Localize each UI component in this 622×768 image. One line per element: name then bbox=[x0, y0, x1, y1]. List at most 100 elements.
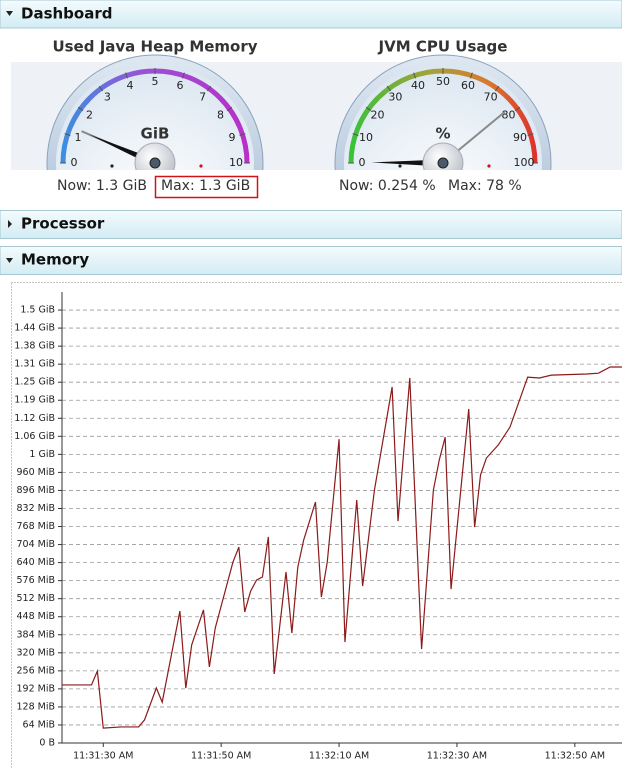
gauge-face bbox=[344, 64, 542, 170]
gauge-tick-label: 20 bbox=[370, 108, 384, 121]
gauges: 0 123 4 5 6 789 10 GiB 0 10 20 30 40 50 60 70 80 90 100% bbox=[46, 54, 552, 170]
gauge-tick bbox=[470, 72, 473, 79]
section-header[interactable]: Processor bbox=[0, 210, 622, 239]
section-header[interactable]: Dashboard bbox=[0, 0, 622, 29]
y-tick-label: 1.19 GiB bbox=[14, 395, 55, 406]
section-header[interactable]: Memory bbox=[0, 246, 622, 275]
gauge-dot bbox=[487, 164, 491, 168]
gauge-tick bbox=[352, 133, 359, 136]
y-tick-label: 1 GiB bbox=[29, 449, 55, 460]
gauge-tick-label: 1 bbox=[74, 131, 81, 144]
y-tick-label: 1.31 GiB bbox=[14, 359, 55, 370]
x-tick-label: 11:31:30 AM bbox=[73, 751, 133, 762]
y-tick-label: 832 MiB bbox=[16, 503, 55, 514]
gauge-tick bbox=[365, 106, 372, 112]
max-value: Max: 1.3 GiB bbox=[161, 178, 250, 194]
highlight-box bbox=[154, 175, 259, 199]
max-value: Max: 78 % bbox=[448, 178, 522, 194]
gauge-tick bbox=[527, 133, 534, 136]
x-tick-label: 11:32:50 AM bbox=[545, 751, 605, 762]
gauge-title: JVM CPU Usage bbox=[378, 38, 508, 56]
header-bg bbox=[0, 246, 622, 275]
expand-arrow[interactable] bbox=[8, 220, 12, 228]
gauge-tick-label: 80 bbox=[502, 108, 516, 121]
y-tick-label: 192 MiB bbox=[16, 683, 55, 694]
header-bg bbox=[0, 210, 622, 239]
section-title: Dashboard bbox=[21, 5, 112, 23]
y-tick-label: 320 MiB bbox=[16, 647, 55, 658]
gauge-tick-label: 70 bbox=[484, 90, 498, 103]
needle-pin bbox=[149, 157, 161, 169]
memory-chart: 0 B 64 MiB 128 MiB 192 MiB 256 MiB 320 MiB 384… bbox=[14, 292, 622, 762]
gauge-tick-label: 0 bbox=[359, 156, 366, 169]
collapse-arrow[interactable] bbox=[6, 11, 13, 16]
collapse-arrow[interactable] bbox=[6, 258, 13, 263]
gauge-tick-label: 90 bbox=[513, 131, 527, 144]
gauge-dot bbox=[398, 164, 402, 168]
chart-frame bbox=[11, 282, 622, 768]
gauge-tick bbox=[226, 106, 233, 112]
gauge-tick-label: 40 bbox=[411, 79, 425, 92]
gauge-tick-label: 30 bbox=[388, 90, 402, 103]
gauge-tick bbox=[64, 133, 71, 136]
gauge-tick bbox=[494, 85, 500, 92]
needle-pin bbox=[437, 157, 449, 169]
y-tick-label: 448 MiB bbox=[16, 611, 55, 622]
gauge-tick bbox=[206, 85, 212, 92]
y-tick-label: 704 MiB bbox=[16, 539, 55, 550]
gauge-tick-label: 100 bbox=[514, 156, 535, 169]
gauge-tick-label: 5 bbox=[152, 75, 159, 88]
y-tick-label: 1.44 GiB bbox=[14, 323, 55, 334]
header-bg bbox=[0, 0, 622, 29]
y-tick-label: 128 MiB bbox=[16, 701, 55, 712]
x-tick-label: 11:32:30 AM bbox=[427, 751, 487, 762]
section-title: Memory bbox=[21, 251, 89, 269]
gauge-tick bbox=[98, 85, 104, 92]
memory-line bbox=[62, 366, 622, 729]
y-tick-label: 1.12 GiB bbox=[14, 413, 55, 424]
y-tick-label: 960 MiB bbox=[16, 467, 55, 478]
gauge-tick bbox=[125, 72, 128, 79]
y-tick-label: 64 MiB bbox=[23, 719, 55, 730]
gauge-tick-label: 4 bbox=[126, 79, 133, 92]
gauge-tick-label: 0 bbox=[71, 156, 78, 169]
x-tick-label: 11:32:10 AM bbox=[309, 751, 369, 762]
y-tick-label: 896 MiB bbox=[16, 485, 55, 496]
gauge-unit: GiB bbox=[141, 125, 170, 143]
y-tick-label: 1.38 GiB bbox=[14, 341, 55, 352]
gauge-tick-label: 8 bbox=[217, 108, 224, 121]
y-tick-label: 640 MiB bbox=[16, 557, 55, 568]
gauge-title: Used Java Heap Memory bbox=[52, 38, 257, 56]
gauge-tick-label: 6 bbox=[177, 79, 184, 92]
gauge-unit: % bbox=[435, 125, 450, 143]
y-tick-label: 1.5 GiB bbox=[20, 305, 55, 316]
section-title: Processor bbox=[21, 215, 105, 233]
y-tick-label: 576 MiB bbox=[16, 575, 55, 586]
gauge-tick bbox=[239, 133, 246, 136]
gauge-tick-label: 9 bbox=[229, 131, 236, 144]
y-tick-label: 256 MiB bbox=[16, 665, 55, 676]
gauge-dot bbox=[110, 164, 114, 168]
gauge-tick-label: 3 bbox=[104, 90, 111, 103]
gauge-dot bbox=[199, 164, 203, 168]
gauge-tick-label: 7 bbox=[199, 90, 206, 103]
now-value: Now: 0.254 % bbox=[339, 178, 436, 194]
gauge-tick bbox=[386, 85, 392, 92]
gauge-tick bbox=[182, 72, 185, 79]
needle-hub bbox=[134, 142, 176, 170]
x-tick-label: 11:31:50 AM bbox=[191, 751, 251, 762]
y-tick-label: 0 B bbox=[39, 738, 55, 749]
y-tick-label: 384 MiB bbox=[16, 629, 55, 640]
gauge-tick-label: 60 bbox=[461, 79, 475, 92]
gauge-tick-label: 50 bbox=[436, 75, 450, 88]
y-tick-label: 1.06 GiB bbox=[14, 431, 55, 442]
gauge-tick-label: 10 bbox=[359, 131, 373, 144]
gauge-tick bbox=[413, 72, 416, 79]
now-value: Now: 1.3 GiB bbox=[57, 178, 147, 194]
gauge-tick-label: 2 bbox=[86, 108, 93, 121]
y-tick-label: 1.25 GiB bbox=[14, 377, 55, 388]
gauge-face bbox=[56, 64, 254, 170]
needle-hub bbox=[422, 142, 464, 170]
y-tick-label: 512 MiB bbox=[16, 593, 55, 604]
